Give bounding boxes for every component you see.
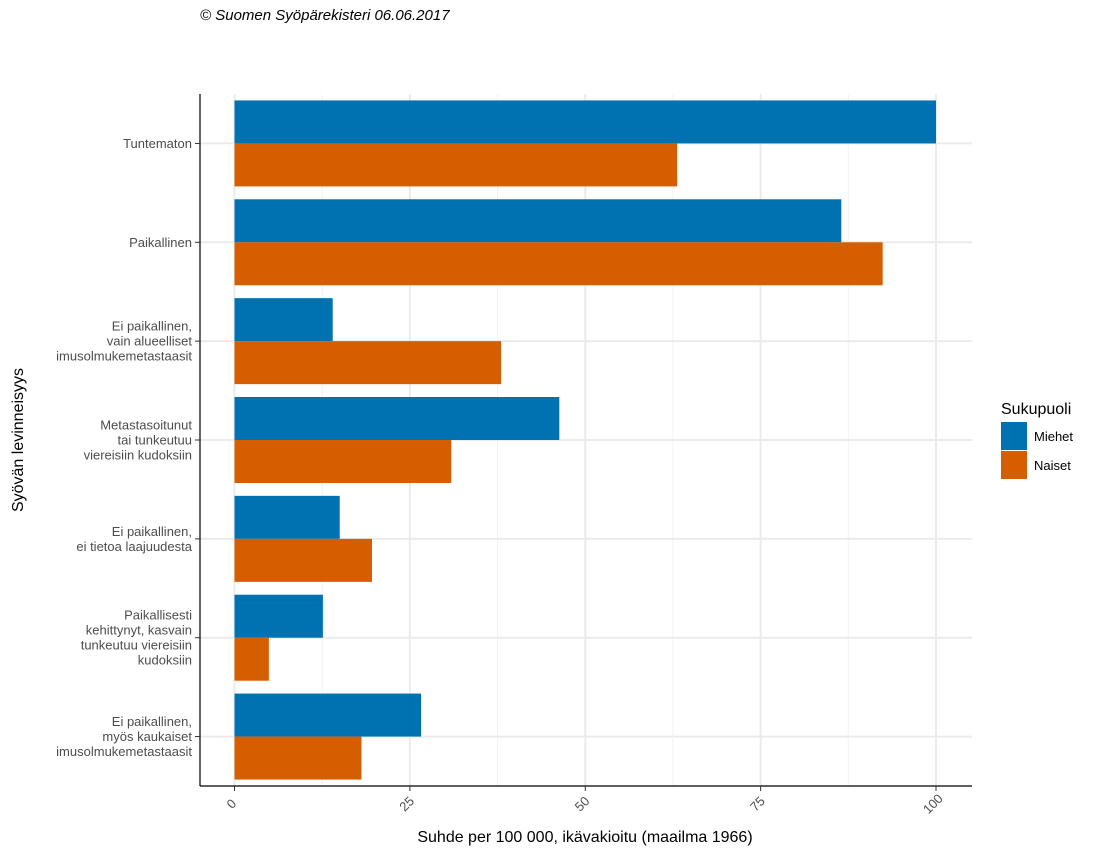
y-tick-label: Paikallinen bbox=[129, 235, 192, 250]
y-tick-label: Ei paikallinen, vain alueelliset imusolmuk… bbox=[56, 319, 192, 364]
y-axis-title: Syövän levinneisyys bbox=[10, 368, 27, 512]
bar-naiset bbox=[234, 341, 502, 385]
y-tick-label: Ei paikallinen, ei tietoa laajuudesta bbox=[76, 524, 192, 554]
legend-label-naiset: Naiset bbox=[1034, 458, 1071, 473]
bar-naiset bbox=[234, 736, 362, 780]
x-tick-label: 25 bbox=[396, 793, 417, 814]
y-tick-label: Ei paikallinen, myös kaukaiset imusolmukem… bbox=[56, 714, 192, 759]
x-tick-label: 100 bbox=[920, 791, 946, 817]
bar-naiset bbox=[234, 637, 269, 681]
bars bbox=[234, 100, 936, 780]
bar-miehet bbox=[234, 298, 333, 342]
bar-naiset bbox=[234, 440, 452, 483]
bar-miehet bbox=[234, 100, 936, 144]
legend-key-miehet bbox=[1001, 422, 1027, 450]
bar-miehet bbox=[234, 495, 340, 539]
x-axis-ticks: 0 25 50 75 100 bbox=[223, 786, 946, 817]
copyright-caption: © Suomen Syöpärekisteri 06.06.2017 bbox=[200, 7, 450, 24]
y-axis-ticks: Tuntematon Paikallinen Ei paikallinen, vain… bbox=[56, 136, 200, 759]
x-axis-title: Suhde per 100 000, ikävakioitu (maailma … bbox=[417, 829, 752, 846]
bar-naiset bbox=[234, 143, 678, 187]
y-tick-label: Paikallisesti kehittynyt, kasvain tunkeutu… bbox=[81, 608, 192, 668]
legend: Sukupuoli Miehet Naiset bbox=[1001, 401, 1073, 479]
y-tick-label: Metastasoitunut tai tunkeutuu viereisiin k… bbox=[84, 418, 193, 463]
legend-title: Sukupuoli bbox=[1001, 401, 1071, 418]
bar-naiset bbox=[234, 242, 883, 286]
bar-naiset bbox=[234, 538, 372, 582]
y-tick-label: Tuntematon bbox=[123, 136, 192, 151]
legend-key-naiset bbox=[1001, 451, 1027, 479]
x-tick-label: 0 bbox=[223, 796, 239, 812]
legend-label-miehet: Miehet bbox=[1034, 429, 1073, 444]
x-tick-label: 75 bbox=[747, 793, 768, 814]
bar-miehet bbox=[234, 594, 323, 638]
bar-miehet bbox=[234, 199, 842, 243]
bar-miehet bbox=[234, 397, 560, 440]
x-tick-label: 50 bbox=[572, 793, 593, 814]
bar-miehet bbox=[234, 693, 422, 737]
